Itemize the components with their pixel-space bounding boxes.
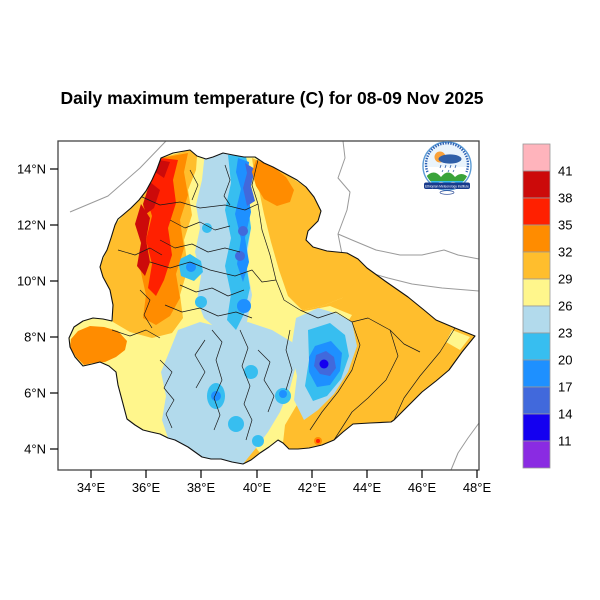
colorbar-cell — [522, 278, 551, 307]
colorbar-cell — [522, 170, 551, 199]
lat-tick-label: 12°N — [17, 218, 46, 233]
plot-frame — [57, 140, 480, 471]
country-outline — [68, 149, 476, 465]
lon-tick-label: 46°E — [408, 480, 437, 495]
colorbar-cell — [522, 251, 551, 280]
colorbar-cell — [522, 359, 551, 388]
colorbar-tick-label: 17 — [558, 380, 572, 395]
colorbar-tick-label: 29 — [558, 272, 572, 287]
colorbar-tick-label: 41 — [558, 164, 572, 179]
lon-tick-label: 48°E — [463, 480, 492, 495]
colorbar-cell — [522, 440, 551, 469]
colorbar-tick-label: 11 — [558, 434, 572, 449]
colorbar-tick-label: 23 — [558, 326, 572, 341]
colorbar-tick-label: 26 — [558, 299, 572, 314]
lon-tick-label: 44°E — [353, 480, 382, 495]
colorbar-tick-label: 38 — [558, 191, 572, 206]
colorbar-tick-labels: 41 38 35 32 29 26 23 20 17 14 11 — [558, 164, 572, 449]
logo-institution-name: Ethiopian Meteorology Institute — [425, 184, 469, 188]
rain-icon — [439, 164, 457, 173]
lon-tick-label: 40°E — [243, 480, 272, 495]
colorbar-tick-label: 20 — [558, 353, 572, 368]
lat-tick-label: 14°N — [17, 162, 46, 177]
colorbar-cell — [522, 197, 551, 226]
logo-emblem — [439, 190, 455, 195]
lon-tick-label: 42°E — [298, 480, 327, 495]
logo-banner — [424, 182, 470, 189]
colorbar-cell — [522, 143, 551, 172]
colorbar-cell — [522, 332, 551, 361]
lon-tick-label: 38°E — [187, 480, 216, 495]
colorbar-tick-label: 32 — [558, 245, 572, 260]
neighbor-boundaries — [69, 140, 480, 471]
meteorology-institute-logo: Ethiopian Meteorology Institute — [422, 141, 472, 195]
colorbar-tick-label: 35 — [558, 218, 572, 233]
longitude-axis: 34°E 36°E 38°E 40°E 42°E 44°E 46°E 48°E — [77, 470, 492, 495]
colorbar-tick-label: 14 — [558, 407, 572, 422]
zone-boundaries — [111, 159, 456, 441]
colorbar-cell — [522, 224, 551, 253]
latitude-axis: 14°N 12°N 10°N 8°N 6°N 4°N — [17, 162, 58, 457]
lat-tick-label: 4°N — [24, 442, 46, 457]
temperature-field — [69, 150, 475, 464]
cloud-icon — [438, 154, 462, 164]
colorbar-cell — [522, 305, 551, 334]
lat-tick-label: 10°N — [17, 274, 46, 289]
page-title: Daily maximum temperature (C) for 08-09 … — [60, 88, 483, 108]
lon-tick-label: 36°E — [132, 480, 161, 495]
lon-tick-label: 34°E — [77, 480, 106, 495]
lat-tick-label: 8°N — [24, 330, 46, 345]
colorbar-cell — [522, 413, 551, 442]
colorbar-cell — [522, 386, 551, 415]
lat-tick-label: 6°N — [24, 386, 46, 401]
colorbar-cells — [522, 143, 551, 469]
logo-arc-text — [424, 142, 470, 173]
